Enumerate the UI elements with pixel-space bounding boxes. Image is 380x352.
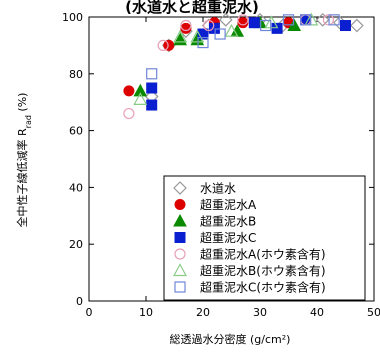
data-point	[282, 14, 295, 26]
data-point	[237, 14, 249, 26]
data-point	[203, 19, 215, 32]
legend-box	[163, 175, 366, 301]
legend-label: 超重泥水B	[200, 214, 256, 229]
data-point	[248, 17, 260, 29]
y-tick-label: 40	[69, 181, 83, 194]
data-point	[190, 29, 205, 43]
legend-label: 超重泥水A	[200, 197, 257, 212]
legend-marker	[174, 248, 186, 260]
legend-label: 水道水	[200, 182, 236, 196]
data-point	[340, 20, 351, 32]
data-point	[197, 28, 209, 40]
data-markers	[123, 12, 364, 120]
legend-label: 超重泥水A(ホウ素含有)	[200, 247, 326, 262]
y-axis-label: 全中性子線低減率 Rrad (%)	[15, 93, 33, 228]
data-point	[304, 12, 319, 26]
data-point	[260, 19, 272, 32]
y-tick-label: 80	[69, 68, 83, 81]
legend-marker	[172, 263, 188, 277]
legend-label: 超重泥水B(ホウ素含有)	[200, 263, 326, 278]
data-point	[123, 85, 135, 97]
data-point	[180, 19, 192, 32]
legend-marker	[174, 281, 186, 293]
plot-area-frame	[88, 16, 375, 302]
legend-label: 超重泥水C	[200, 230, 256, 245]
data-point	[173, 29, 188, 43]
x-tick-label: 50	[367, 306, 380, 319]
data-point	[300, 14, 312, 26]
data-point	[157, 39, 169, 52]
x-tick-label: 0	[86, 306, 93, 319]
data-point	[271, 22, 283, 34]
data-point	[264, 15, 279, 29]
data-point	[328, 14, 340, 26]
y-tick-label: 60	[69, 125, 83, 138]
legend-marker	[173, 181, 187, 195]
data-point	[322, 14, 334, 26]
data-point	[197, 36, 209, 49]
x-tick-label: 20	[196, 306, 210, 319]
legend-marker	[173, 213, 187, 227]
data-point	[180, 22, 192, 34]
data-point	[123, 107, 135, 120]
data-point	[214, 28, 226, 40]
y-tick-label: 20	[69, 238, 83, 251]
data-point	[133, 83, 148, 97]
data-point	[208, 22, 220, 34]
x-tick-label: 30	[253, 306, 267, 319]
data-point	[146, 82, 158, 94]
x-tick-label: 10	[139, 306, 153, 319]
data-point	[146, 68, 158, 80]
legend-marker	[174, 232, 186, 243]
chart-title: (水道水と超重泥水)	[125, 0, 259, 16]
data-point	[350, 18, 364, 33]
data-point	[224, 23, 239, 37]
data-point	[163, 39, 175, 51]
chart-title-group: (水道水と超重泥水)	[125, 0, 259, 16]
y-tick-label: 100	[62, 11, 83, 24]
data-point	[133, 92, 148, 105]
data-point	[218, 12, 233, 27]
data-point	[315, 12, 330, 27]
legend-label: 超重泥水C(ホウ素含有)	[200, 280, 326, 295]
legend-marker	[174, 199, 186, 210]
axis-ticks: 0 10 20 30 40 50 0 20 40 60 80 100	[62, 11, 380, 319]
x-tick-label: 40	[310, 306, 324, 319]
data-point	[146, 99, 158, 111]
x-axis-label: 総透過水分密度 (g/cm²)	[170, 332, 291, 346]
data-point	[237, 17, 249, 29]
y-tick-label: 0	[76, 295, 83, 308]
